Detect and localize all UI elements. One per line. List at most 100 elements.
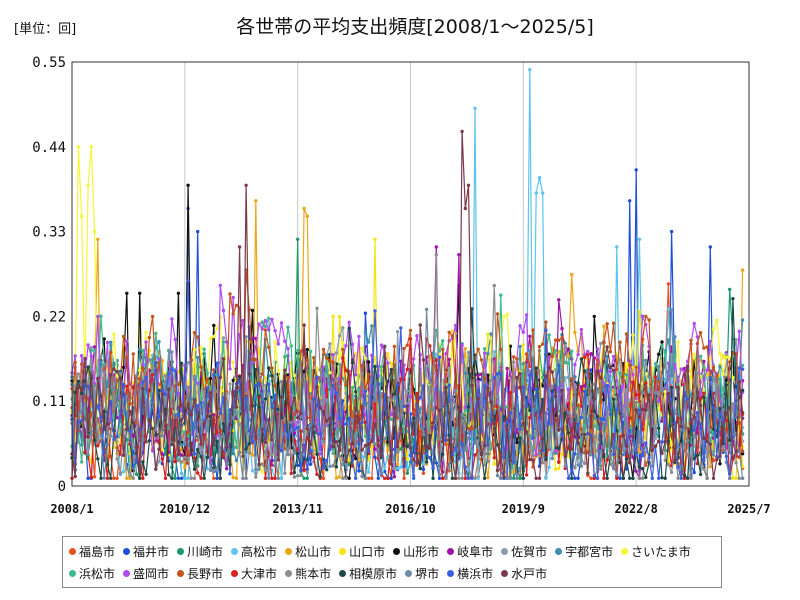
data-point bbox=[305, 467, 309, 471]
data-point bbox=[421, 358, 426, 362]
data-point bbox=[267, 382, 271, 386]
data-point bbox=[515, 357, 519, 361]
data-point bbox=[624, 372, 629, 377]
data-point bbox=[682, 373, 687, 377]
data-point bbox=[379, 472, 384, 476]
data-point bbox=[373, 422, 377, 426]
data-point bbox=[337, 454, 342, 458]
data-point bbox=[289, 407, 293, 412]
legend-item: 松山市 bbox=[285, 541, 331, 561]
data-point bbox=[640, 476, 645, 480]
data-point bbox=[196, 229, 200, 234]
data-point bbox=[76, 145, 81, 149]
data-point bbox=[179, 476, 184, 480]
data-point bbox=[176, 391, 181, 396]
data-point bbox=[276, 476, 280, 480]
data-point bbox=[663, 458, 667, 462]
data-point bbox=[576, 463, 580, 467]
data-point bbox=[289, 424, 293, 428]
data-point bbox=[521, 362, 525, 366]
data-point bbox=[270, 374, 274, 378]
data-point bbox=[389, 398, 393, 402]
data-point bbox=[434, 461, 438, 465]
legend-label: 相模原市 bbox=[349, 566, 398, 581]
data-point bbox=[376, 438, 380, 442]
data-point bbox=[734, 398, 738, 403]
data-point bbox=[312, 356, 316, 360]
data-point bbox=[315, 419, 319, 423]
data-point bbox=[257, 462, 261, 467]
data-point bbox=[570, 272, 574, 277]
data-point bbox=[457, 452, 461, 456]
series-19 bbox=[70, 279, 745, 480]
data-point bbox=[379, 365, 384, 369]
data-point bbox=[247, 372, 251, 376]
data-point bbox=[80, 362, 84, 366]
data-point bbox=[557, 298, 561, 302]
data-point bbox=[80, 214, 84, 218]
data-point bbox=[147, 335, 152, 340]
data-point bbox=[628, 416, 632, 420]
data-point bbox=[463, 465, 467, 469]
data-point bbox=[115, 476, 119, 480]
data-point bbox=[147, 439, 152, 443]
data-point bbox=[80, 460, 84, 464]
data-point bbox=[360, 371, 364, 375]
data-point bbox=[341, 476, 345, 480]
data-point bbox=[205, 455, 210, 460]
data-point bbox=[350, 385, 355, 390]
data-point bbox=[92, 384, 97, 388]
data-point bbox=[392, 344, 397, 349]
data-point bbox=[621, 433, 625, 438]
data-point bbox=[563, 411, 567, 416]
data-point bbox=[366, 470, 371, 474]
legend-label: 熊本市 bbox=[295, 566, 332, 581]
data-point bbox=[686, 476, 690, 480]
data-point bbox=[515, 375, 519, 380]
data-point bbox=[502, 315, 506, 319]
data-point bbox=[373, 455, 377, 459]
data-point bbox=[305, 347, 309, 352]
data-point bbox=[605, 476, 609, 480]
data-point bbox=[395, 330, 400, 334]
data-point bbox=[405, 429, 409, 433]
data-point bbox=[286, 347, 290, 351]
data-point bbox=[131, 352, 135, 356]
data-point bbox=[408, 446, 413, 450]
data-point bbox=[350, 342, 355, 346]
data-point bbox=[702, 395, 706, 400]
data-point bbox=[657, 426, 661, 430]
data-point bbox=[499, 372, 503, 376]
data-point bbox=[273, 401, 277, 405]
data-point bbox=[325, 419, 329, 423]
data-point bbox=[702, 467, 706, 471]
data-point bbox=[150, 398, 155, 402]
data-point bbox=[86, 476, 90, 480]
data-point bbox=[260, 320, 264, 324]
data-point bbox=[328, 447, 332, 452]
data-point bbox=[331, 314, 335, 319]
data-point bbox=[508, 344, 513, 348]
data-point bbox=[518, 466, 522, 471]
data-point bbox=[167, 387, 171, 391]
data-point bbox=[444, 438, 448, 443]
legend-item: 熊本市 bbox=[285, 563, 331, 583]
data-point bbox=[482, 384, 487, 388]
data-point bbox=[705, 408, 709, 412]
data-point bbox=[418, 466, 422, 471]
data-point bbox=[679, 367, 683, 371]
data-point bbox=[582, 384, 587, 388]
data-point bbox=[141, 476, 145, 480]
data-point bbox=[379, 454, 384, 458]
data-point bbox=[724, 352, 729, 356]
data-point bbox=[131, 476, 135, 480]
data-point bbox=[421, 467, 426, 472]
data-point bbox=[86, 393, 90, 397]
data-point bbox=[669, 380, 674, 385]
data-point bbox=[225, 462, 229, 466]
data-point bbox=[444, 386, 448, 390]
data-point bbox=[208, 336, 213, 341]
data-point bbox=[669, 308, 674, 312]
data-point bbox=[270, 405, 274, 410]
data-point bbox=[518, 476, 522, 480]
